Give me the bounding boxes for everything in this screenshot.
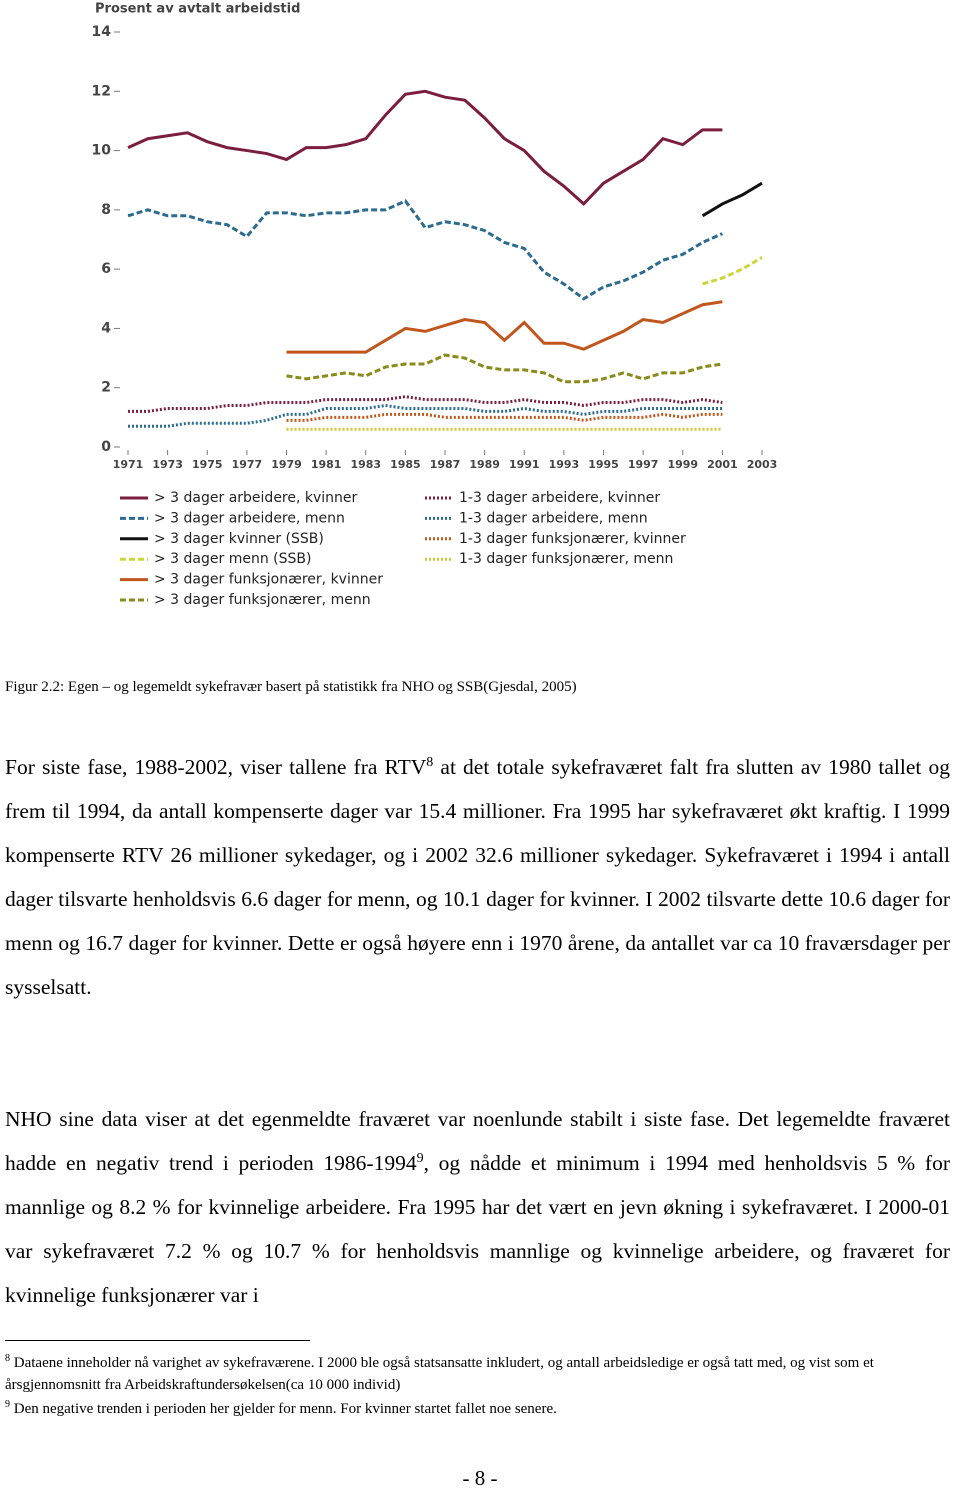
legend-label: > 3 dager funksjonærer, kvinner [154, 572, 383, 588]
x-tick-label: 1999 [667, 458, 698, 471]
legend-label: 1-3 dager funksjonærer, menn [459, 551, 673, 567]
series-line [286, 353, 723, 384]
footnote-rule [5, 1340, 310, 1341]
y-tick-label: 4 [101, 320, 111, 336]
x-tick-label: 1983 [350, 458, 381, 471]
x-tick-label: 1997 [628, 458, 659, 471]
x-tick-label: 1987 [430, 458, 461, 471]
x-tick-label: 1991 [509, 458, 540, 471]
legend-label: > 3 dager kvinner (SSB) [154, 531, 324, 547]
y-axis-title: Prosent av avtalt arbeidstid [95, 2, 300, 17]
figure-caption: Figur 2.2: Egen – og legemeldt sykefravæ… [5, 679, 577, 695]
series-line [702, 255, 763, 286]
x-tick-label: 1977 [232, 458, 263, 471]
text: , og nådde et minimum i 1994 med henhold… [5, 1151, 950, 1307]
footnote-text: Dataene inneholder nå varighet av sykefr… [5, 1355, 874, 1393]
footnote: 8 Dataene inneholder nå varighet av syke… [5, 1352, 960, 1396]
x-tick-label: 2001 [707, 458, 738, 471]
x-tick-label: 1981 [311, 458, 342, 471]
footnote-mark: 9 [5, 1399, 10, 1410]
legend-label: > 3 dager menn (SSB) [154, 551, 311, 567]
chart: Prosent av avtalt arbeidstid 0 2 4 6 8 10 12 14… [92, 2, 778, 609]
paragraph: NHO sine data viser at det egenmeldte fr… [5, 1097, 950, 1317]
series-line [127, 199, 723, 301]
legend-label: > 3 dager arbeidere, menn [154, 510, 345, 526]
text: For siste fase, 1988-2002, viser tallene… [5, 755, 427, 779]
x-tick-label: 1985 [390, 458, 421, 471]
x-tick-label: 1971 [113, 458, 144, 471]
legend-label: > 3 dager funksjonærer, menn [154, 592, 371, 608]
legend-label: 1-3 dager arbeidere, menn [459, 510, 648, 526]
text: at det totale sykefraværet falt fra slut… [5, 755, 950, 999]
footnote-mark: 8 [5, 1353, 10, 1364]
series-line [286, 412, 723, 422]
legend-label: 1-3 dager arbeidere, kvinner [459, 490, 660, 506]
y-tick-label: 0 [101, 439, 111, 455]
x-tick-label: 1973 [152, 458, 183, 471]
y-tick-label: 12 [92, 83, 111, 99]
legend-label: > 3 dager arbeidere, kvinner [154, 490, 358, 506]
series-line [286, 300, 723, 354]
text: NHO sine data viser at det egenmeldte fr… [5, 1107, 950, 1175]
series-line [128, 395, 723, 413]
series-line [127, 89, 723, 207]
footnote-ref: 9 [416, 1150, 424, 1166]
series-line [128, 403, 723, 428]
footnote: 9 Den negative trenden i perioden her gj… [5, 1398, 960, 1420]
y-tick-label: 2 [101, 380, 111, 396]
x-tick-label: 1995 [588, 458, 619, 471]
x-tick-label: 2003 [747, 458, 778, 471]
x-tick-label: 1993 [549, 458, 580, 471]
page-number: - 8 - [462, 1466, 498, 1490]
footnote-text: Den negative trenden i perioden her gjel… [13, 1401, 557, 1417]
x-tick-label: 1979 [271, 458, 302, 471]
x-tick-label: 1975 [192, 458, 223, 471]
x-tick-label: 1989 [469, 458, 500, 471]
legend-label: 1-3 dager funksjonærer, kvinner [459, 531, 686, 547]
y-tick-label: 10 [92, 143, 112, 159]
footnote-ref: 8 [426, 754, 434, 770]
y-tick-label: 14 [92, 24, 112, 40]
y-tick-label: 8 [101, 202, 111, 218]
y-tick-label: 6 [101, 261, 111, 277]
paragraph: For siste fase, 1988-2002, viser tallene… [5, 745, 950, 1009]
series-line [701, 181, 763, 218]
